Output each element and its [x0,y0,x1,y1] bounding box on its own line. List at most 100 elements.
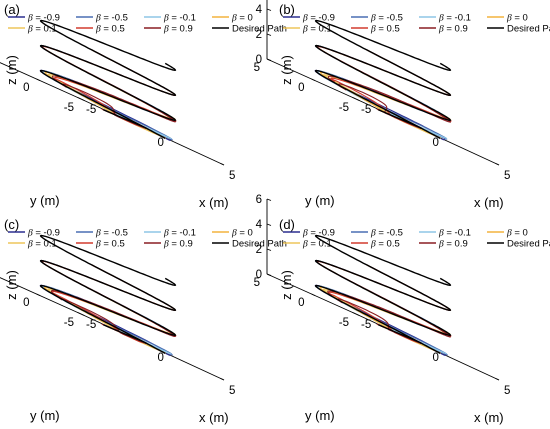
desired-path-line [39,234,177,355]
x-tick-label: -5 [361,319,371,331]
legend-label: β = -0.1 [438,13,471,24]
legend-label: β = 0.1 [302,24,332,35]
legend-beta: β [438,240,444,250]
legend-beta: β [370,240,376,250]
legend-beta: β [27,240,33,250]
x-tick [495,377,500,381]
legend-beta: β [370,229,376,239]
legend-label: β = -0.1 [163,13,196,24]
x-tick-label: 0 [158,137,164,149]
desired-path-line [314,234,452,355]
legend-label: β = -0.5 [370,228,403,239]
legend-beta: β [438,25,444,35]
x-tick-label: 5 [504,385,510,397]
legend: β = -0.9 β = -0.5 β = -0.1 β = 0β = 0.1 β = … [283,228,550,250]
axes [0,277,225,381]
legend-value: = 0 [237,228,253,239]
legend-label: β = 0 [506,13,528,24]
legend-label: β = 0.1 [27,24,57,35]
z-tick-label: 6 [256,194,262,206]
series-line [39,259,176,356]
axes [266,198,500,381]
z-tick-label: 0 [256,269,262,281]
x-tick [220,162,225,166]
y-axis-label: y (m) [30,408,60,423]
z-tick-label: 2 [256,244,262,256]
legend-value: = -0.9 [308,228,335,239]
legend-label: β = 0.9 [163,24,193,35]
series-line [315,259,451,356]
legend-label: Desired Path [232,239,287,250]
z-tick [266,8,272,11]
series-group [314,259,452,356]
x-tick-label: -5 [361,104,371,116]
y-tick [80,98,85,102]
z-tick [266,248,272,251]
legend-beta: β [370,25,376,35]
legend-label: Desired Path [507,24,550,35]
panel-label: (a) [4,2,20,17]
series-line [39,44,176,141]
legend-beta: β [231,229,237,239]
series-line [40,44,176,141]
z-axis-label: z (m) [279,55,294,85]
legend-beta: β [506,14,512,24]
legend-value: = 0.9 [444,239,468,250]
y-tick-label: -5 [64,317,74,329]
x-tick [352,96,357,100]
series-line [315,260,451,355]
legend-value: = -0.5 [376,228,403,239]
x-axis-label: x (m) [474,195,504,210]
z-tick [266,223,272,226]
legend-value: = 0.5 [376,24,400,35]
legend-value: = -0.1 [444,228,471,239]
legend-label: β = 0 [231,228,253,239]
series-line [315,45,451,139]
x-tick [220,377,225,381]
z-axis-label: z (m) [4,55,19,85]
y-tick-label: -5 [339,317,349,329]
series-group [314,44,452,141]
legend-value: = -0.9 [308,13,335,24]
legend-beta: β [302,229,308,239]
z-tick [266,33,272,36]
series-line [314,259,451,356]
series-line [40,45,176,139]
legend-value: = -0.9 [33,228,60,239]
y-tick-label: 0 [23,297,29,309]
panel-label: (b) [279,2,295,17]
z-tick [266,198,272,201]
legend-beta: β [438,229,444,239]
legend-label: β = 0.9 [163,239,193,250]
series-line [314,44,451,140]
legend-beta: β [506,229,512,239]
y-tick-label: -5 [64,102,74,114]
series-line [40,259,176,356]
legend-value: = -0.1 [444,13,471,24]
z-tick-label: 2 [256,29,262,41]
z-axis-label: z (m) [4,270,19,300]
legend-value: = 0.5 [376,239,400,250]
legend-beta: β [302,14,308,24]
y-tick [80,313,85,317]
y-tick [266,273,271,277]
legend-value: = -0.1 [169,13,196,24]
y-axis-label: y (m) [305,408,335,423]
legend-value: = 0.5 [101,239,125,250]
y-tick-label: 5 [254,62,260,74]
legend-beta: β [163,240,169,250]
legend-label: β = -0.1 [163,228,196,239]
legend-value: Desired Path [232,239,287,250]
y-tick [36,78,41,82]
legend-label: β = -0.9 [27,13,60,24]
chart-svg: (d)β = -0.9 β = -0.5 β = -0.1 β = 0β = 0.1 β… [254,194,550,425]
legend-value: Desired Path [232,24,287,35]
x-tick [77,96,82,100]
legend-label: β = 0.5 [95,24,125,35]
x-tick-label: -5 [86,104,96,116]
desired-path-line [314,19,452,140]
chart-svg: (b)β = -0.9 β = -0.5 β = -0.1 β = 0β = 0.1 β… [254,0,550,210]
legend-beta: β [95,240,101,250]
legend-label: β = -0.9 [27,228,60,239]
